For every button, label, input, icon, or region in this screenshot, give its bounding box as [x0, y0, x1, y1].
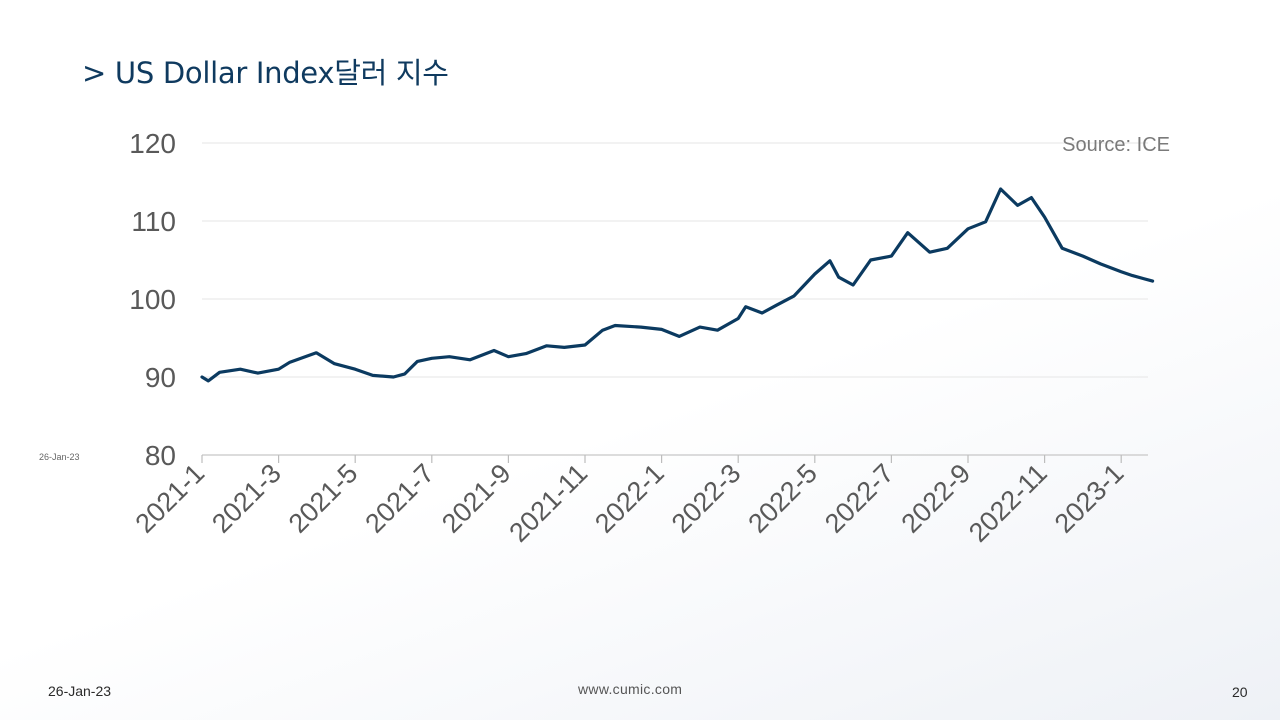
x-axis	[201, 454, 1148, 463]
series-line-layer	[200, 187, 1155, 383]
x-tick-labels: 2021-12021-32021-52021-72021-92021-11202…	[130, 458, 1130, 548]
x-tick-label: 2023-1	[1049, 458, 1130, 539]
y-axis: 120 110 100 90 80	[129, 128, 176, 471]
footer-date: 26-Jan-23	[48, 683, 112, 699]
y-tick-label: 120	[129, 128, 176, 159]
x-tick-label: 2022-7	[819, 458, 900, 539]
gridlines	[202, 142, 1148, 378]
slide-title: > US Dollar Index달러 지수	[82, 56, 449, 90]
y-tick-label: 100	[129, 284, 176, 315]
x-tick-label: 2021-7	[359, 458, 440, 539]
y-tick-label: 90	[145, 362, 176, 393]
x-tick-label: 2021-11	[503, 458, 593, 548]
footer-website-link[interactable]: www.cumic.com	[578, 681, 683, 697]
y-tick-label: 110	[131, 206, 176, 237]
source-note: Source: ICE	[1062, 134, 1170, 156]
x-tick-label: 2021-3	[206, 458, 287, 539]
y-tick-label: 80	[145, 440, 176, 471]
page-number: 20	[1232, 684, 1248, 700]
x-tick-label: 2021-5	[283, 458, 364, 539]
side-date: 26-Jan-23	[39, 452, 80, 462]
x-tick-label: 2022-3	[666, 458, 747, 539]
x-tick-label: 2022-5	[742, 458, 823, 539]
x-tick-label: 2022-1	[589, 458, 670, 539]
x-tick-label: 2022-11	[963, 458, 1053, 548]
series-line	[200, 187, 1155, 383]
